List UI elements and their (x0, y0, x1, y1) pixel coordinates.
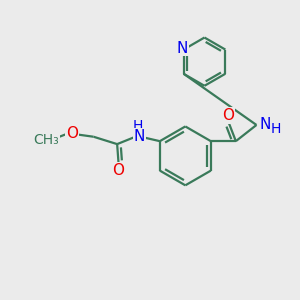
Text: N: N (259, 118, 270, 133)
Text: O: O (66, 126, 78, 141)
Text: H: H (133, 118, 143, 133)
Text: H: H (270, 122, 281, 136)
Text: O: O (112, 163, 124, 178)
Text: O: O (223, 108, 235, 123)
Text: CH₃: CH₃ (34, 133, 59, 147)
Text: N: N (176, 40, 188, 56)
Text: N: N (134, 129, 145, 144)
